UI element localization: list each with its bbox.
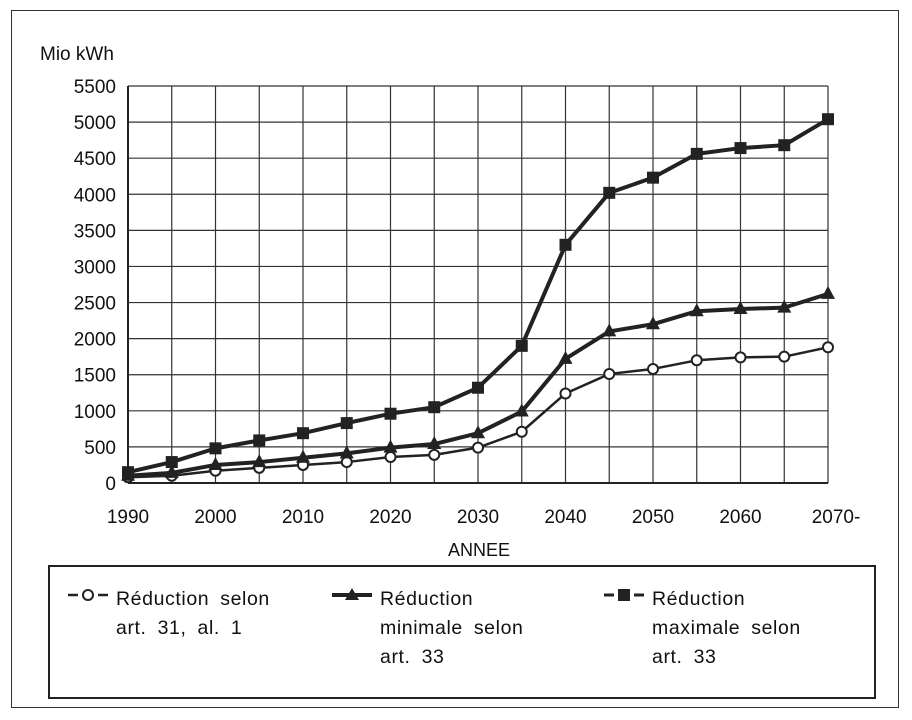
- data-point-triangle: [471, 425, 485, 439]
- data-point-triangle: [646, 316, 660, 330]
- data-point-square: [778, 139, 791, 152]
- y-tick-label: 2500: [74, 294, 116, 315]
- legend: Réduction selon art. 31, al. 1 Réduction…: [48, 565, 876, 699]
- x-tick-label: 1990: [107, 507, 149, 528]
- legend-item-2: Réduction minimale selon art. 33: [330, 585, 523, 672]
- data-point-square: [647, 171, 659, 184]
- y-tick-label: 5000: [74, 113, 116, 134]
- data-point-triangle: [777, 299, 792, 313]
- y-tick-label: 5500: [74, 77, 116, 98]
- data-point-circle: [384, 451, 397, 464]
- data-point-triangle: [558, 350, 573, 364]
- x-tick-label: 2040: [544, 507, 586, 528]
- x-tick-labels: 1990 2000 2010 2020 2030 2040 2050 2060 2070-: [107, 507, 860, 528]
- data-point-circle: [647, 362, 659, 375]
- legend-item-1: Réduction selon art. 31, al. 1: [66, 585, 270, 643]
- y-tick-label: 2000: [74, 330, 116, 351]
- x-tick-label: 2050: [632, 507, 674, 528]
- legend-square-marker: [604, 589, 644, 601]
- y-tick-label: 0: [105, 474, 116, 495]
- y-tick-label: 1000: [74, 402, 116, 423]
- line-chart: 0 500 1000 1500 2000 2500 3000 3500 4000 4500 5000…: [40, 44, 860, 560]
- data-point-triangle: [733, 301, 748, 315]
- legend-label-3: Réduction maximale selon art. 33: [652, 588, 801, 668]
- y-tick-labels: 0 500 1000 1500 2000 2500 3000 3500 4000 4500 5000…: [74, 77, 116, 495]
- series-group: [121, 113, 835, 484]
- data-point-square: [122, 466, 134, 479]
- data-point-square: [209, 442, 222, 455]
- data-point-triangle: [514, 403, 529, 417]
- data-point-triangle: [427, 436, 442, 450]
- data-point-square: [603, 186, 616, 199]
- x-tick-label: 2000: [194, 507, 236, 528]
- data-point-square: [384, 407, 397, 420]
- y-axis-label: Mio kWh: [40, 44, 114, 65]
- data-point-square: [734, 142, 747, 155]
- data-point-circle: [472, 441, 484, 454]
- legend-label-1: Réduction selon art. 31, al. 1: [116, 588, 270, 639]
- data-point-circle: [690, 354, 703, 367]
- y-tick-label: 4000: [74, 185, 116, 206]
- data-point-square: [515, 339, 528, 352]
- data-point-circle: [734, 351, 747, 364]
- legend-open-circle-marker: [68, 589, 108, 601]
- data-point-triangle: [339, 445, 354, 459]
- data-point-circle: [603, 368, 616, 381]
- data-point-square: [165, 456, 178, 469]
- x-tick-label: 2010: [282, 507, 324, 528]
- data-point-square: [297, 427, 309, 440]
- data-point-circle: [340, 456, 353, 469]
- data-point-circle: [559, 387, 572, 400]
- x-tick-label: 2030: [457, 507, 499, 528]
- legend-triangle-marker: [332, 588, 372, 600]
- data-point-square: [340, 417, 353, 430]
- data-point-circle: [515, 425, 528, 438]
- y-tick-label: 500: [84, 438, 116, 459]
- x-tick-label: 2060: [719, 507, 761, 528]
- data-point-triangle: [296, 449, 310, 463]
- chart-frame: [11, 10, 899, 708]
- data-point-circle: [822, 341, 834, 354]
- y-tick-label: 1500: [74, 366, 116, 387]
- data-point-square: [253, 434, 266, 447]
- legend-label-2: Réduction minimale selon art. 33: [380, 588, 524, 668]
- x-axis-label: ANNEE: [448, 540, 510, 560]
- x-tick-label: 2020: [369, 507, 411, 528]
- x-tick-label: 2070-: [812, 507, 861, 528]
- data-point-triangle: [689, 303, 704, 317]
- y-tick-label: 3500: [74, 221, 116, 242]
- y-tick-label: 3000: [74, 257, 116, 278]
- data-point-triangle: [208, 456, 223, 470]
- data-point-circle: [778, 350, 791, 363]
- data-point-square: [690, 147, 703, 160]
- data-point-triangle: [252, 454, 267, 468]
- data-point-circle: [428, 448, 441, 461]
- data-point-triangle: [602, 323, 617, 337]
- data-point-square: [822, 113, 834, 126]
- data-point-square: [472, 381, 484, 394]
- data-point-triangle: [383, 439, 398, 453]
- legend-item-3: Réduction maximale selon art. 33: [602, 585, 801, 672]
- data-point-triangle: [821, 285, 835, 299]
- y-tick-label: 4500: [74, 149, 116, 170]
- data-point-square: [428, 401, 441, 414]
- data-point-triangle: [164, 464, 179, 478]
- grid: [127, 85, 829, 484]
- data-point-square: [559, 238, 572, 251]
